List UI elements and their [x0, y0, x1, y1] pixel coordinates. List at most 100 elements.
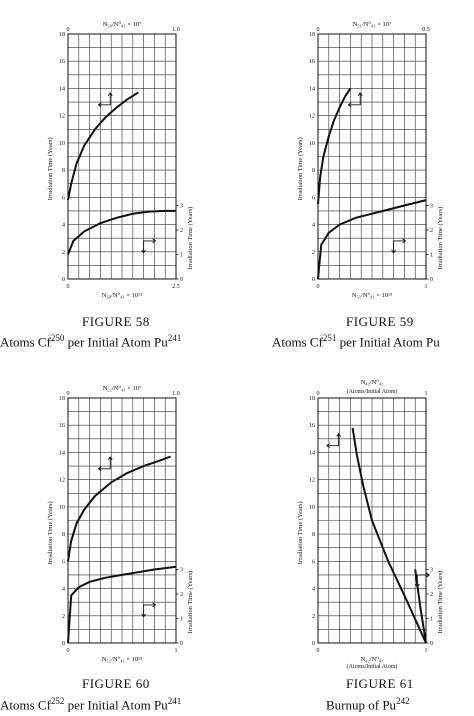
left-tick-label: 4 — [312, 587, 315, 593]
right-tick-label: 2 — [430, 228, 433, 234]
bottom-axis-label: N₅₂/N⁰₄₁ × 10¹³ — [102, 656, 142, 663]
left-tick-label: 16 — [309, 423, 315, 429]
left-tick-label: 14 — [59, 450, 65, 456]
left-tick-label: 12 — [59, 114, 65, 120]
scale-indicator-arrows — [97, 92, 156, 254]
left-tick-label: 6 — [62, 195, 65, 201]
scale-indicator-arrows — [97, 456, 156, 618]
right-tick-label: 0 — [430, 641, 433, 647]
left-tick-label: 10 — [59, 505, 65, 511]
figure-59-title: FIGURE 59 — [346, 314, 414, 329]
top-left-scale-arrow — [97, 456, 113, 472]
bottom-tick-label: 1 — [425, 648, 428, 654]
right-tick-label: 3 — [180, 568, 183, 574]
bottom-axis-label: N₅₀/N⁰₄₁ × 10¹³ — [102, 292, 142, 299]
top-left-scale-arrow — [326, 433, 342, 449]
left-tick-label: 12 — [309, 114, 315, 120]
bottom-axis-label: N₄₂/N⁰₄₂ — [361, 656, 384, 663]
left-axis-label: Irradiation Time (Years) — [47, 501, 54, 564]
plot-frame — [67, 33, 177, 280]
grid — [68, 398, 176, 643]
bottom-right-scale-arrow — [414, 572, 430, 588]
left-axis-label: Irradiation Time (Years) — [47, 137, 54, 200]
bottom-tick-label: 0 — [67, 284, 70, 290]
bottom-right-scale-arrow — [391, 238, 406, 254]
left-tick-label: 2 — [62, 614, 65, 620]
top-axis-label: N₄₂/N⁰₄₂ — [361, 379, 384, 386]
figure-59-caption: Atoms Cf251 per Initial Atom Pu — [272, 333, 440, 350]
figure-60-caption: Atoms Cf252 per Initial Atom Pu241 — [0, 696, 182, 713]
left-tick-label: 2 — [312, 250, 315, 256]
left-tick-label: 14 — [309, 86, 315, 92]
right-axis-label: Irradiation Time (Years) — [187, 571, 194, 634]
top-left-scale-arrow — [347, 92, 363, 108]
right-tick-label: 1 — [180, 253, 183, 259]
right-tick-label: 1 — [430, 253, 433, 259]
bottom-tick-label: 2.5 — [172, 284, 180, 290]
left-tick-label: 12 — [59, 478, 65, 484]
top-axis-label: N₅₁/N⁰₄₁ × 10⁷ — [353, 21, 392, 28]
scale-indicator-arrows — [326, 433, 430, 588]
right-tick-label: 3 — [430, 568, 433, 574]
left-tick-label: 4 — [62, 587, 65, 593]
top-tick-label: 0 — [67, 391, 70, 397]
top-tick-label: 1 — [425, 391, 428, 397]
right-tick-label: 0 — [180, 277, 183, 283]
left-tick-label: 0 — [312, 277, 315, 283]
left-axis-label: Irradiation Time (Years) — [297, 137, 304, 200]
left-tick-label: 0 — [62, 277, 65, 283]
plot-frame — [67, 397, 177, 644]
left-tick-label: 16 — [59, 59, 65, 65]
bottom-axis-sublabel: (Atoms/Initial Atom) — [347, 663, 398, 670]
left-tick-label: 6 — [312, 559, 315, 565]
series-line-top-left-scale — [67, 455, 171, 562]
left-axis-label: Irradiation Time (Years) — [297, 501, 304, 564]
top-tick-label: 0 — [317, 391, 320, 397]
left-tick-label: 8 — [312, 532, 315, 538]
bottom-tick-label: 1 — [175, 648, 178, 654]
left-tick-label: 18 — [309, 32, 315, 38]
right-axis-label: Irradiation Time (Years) — [437, 207, 444, 270]
grid — [68, 34, 176, 279]
series-line-bottom-right-scale — [67, 209, 176, 255]
series-line-top-left-scale — [351, 427, 427, 644]
left-tick-label: 18 — [59, 32, 65, 38]
figure-61-title: FIGURE 61 — [346, 676, 414, 691]
left-tick-label: 8 — [62, 168, 65, 174]
top-axis-label: N₅₂/N⁰₄₁ × 10⁷ — [103, 385, 142, 392]
top-tick-label: 1.0 — [172, 391, 180, 397]
left-tick-label: 12 — [309, 478, 315, 484]
grid — [318, 34, 426, 279]
plot-frame — [317, 33, 427, 280]
left-tick-label: 8 — [312, 168, 315, 174]
top-left-scale-arrow — [97, 92, 113, 108]
scale-indicator-arrows — [347, 92, 406, 254]
right-tick-label: 2 — [180, 592, 183, 598]
top-tick-label: 0.5 — [422, 27, 430, 33]
figure-61-caption: Burnup of Pu242 — [326, 696, 410, 713]
left-tick-label: 2 — [312, 614, 315, 620]
left-tick-label: 16 — [59, 423, 65, 429]
bottom-tick-label: 0 — [317, 284, 320, 290]
figure-58-caption: Atoms Cf250 per Initial Atom Pu241 — [0, 333, 182, 350]
right-tick-label: 1 — [430, 617, 433, 623]
left-tick-label: 18 — [59, 396, 65, 402]
left-tick-label: 18 — [309, 396, 315, 402]
top-axis-label: N₅₀/N⁰₄₁ × 10⁷ — [103, 21, 142, 28]
right-tick-label: 2 — [430, 592, 433, 598]
bottom-axis-label: N₅₁/N⁰₄₁ × 10¹³ — [352, 292, 392, 299]
left-tick-label: 0 — [312, 641, 315, 647]
bottom-right-scale-arrow — [141, 238, 156, 254]
left-tick-label: 10 — [59, 141, 65, 147]
left-tick-label: 0 — [62, 641, 65, 647]
bottom-right-scale-arrow — [141, 602, 156, 618]
series-line-top-left-scale — [317, 87, 352, 205]
right-tick-label: 3 — [180, 204, 183, 210]
top-axis-sublabel: (Atoms/Initial Atom) — [347, 388, 398, 395]
top-tick-label: 1.0 — [172, 27, 180, 33]
right-tick-label: 3 — [430, 204, 433, 210]
left-tick-label: 6 — [312, 195, 315, 201]
